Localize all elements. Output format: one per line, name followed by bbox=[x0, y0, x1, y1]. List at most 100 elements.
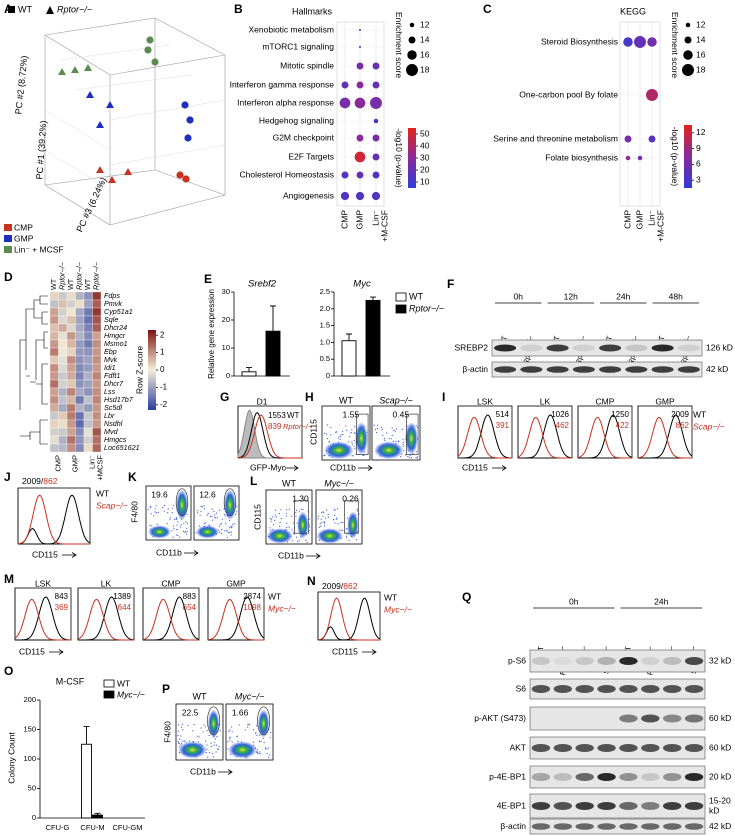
band bbox=[619, 714, 638, 723]
flow-event bbox=[279, 525, 281, 528]
band bbox=[663, 802, 682, 810]
heat-cell bbox=[58, 323, 68, 333]
heat-cell bbox=[58, 379, 68, 389]
count-label: 2009/862 bbox=[322, 581, 358, 591]
band bbox=[575, 823, 594, 830]
legend-label: WT bbox=[117, 678, 130, 688]
count-label: 644 bbox=[118, 603, 132, 612]
flow-event bbox=[259, 734, 261, 736]
plot-title: Srebf2 bbox=[248, 279, 277, 290]
column-label: GMP bbox=[634, 210, 644, 230]
flow-event bbox=[197, 512, 199, 514]
enrichment-dot bbox=[373, 118, 379, 124]
gene-label: Hsd17b7 bbox=[104, 395, 134, 404]
tick-label: 2 bbox=[160, 330, 165, 339]
band bbox=[531, 823, 551, 830]
flow-event bbox=[259, 740, 261, 743]
row-label: E2F Targets bbox=[288, 151, 334, 161]
enrichment-dot bbox=[339, 97, 351, 109]
grid-line bbox=[74, 74, 191, 91]
flow-event bbox=[345, 425, 347, 427]
legend-label: Myc−/− bbox=[384, 604, 412, 614]
heat-cell bbox=[66, 387, 76, 397]
flow-event bbox=[323, 512, 325, 514]
band bbox=[531, 685, 551, 693]
blot bbox=[529, 818, 706, 835]
band bbox=[684, 685, 704, 693]
histogram bbox=[317, 597, 380, 641]
flow-event bbox=[180, 524, 182, 526]
band bbox=[619, 657, 638, 665]
axis-arrow bbox=[49, 649, 64, 655]
heat-cell bbox=[92, 411, 102, 421]
heat-cell bbox=[75, 387, 85, 397]
flow-event bbox=[239, 724, 241, 726]
legend-label: WT bbox=[287, 411, 300, 420]
heat-cell bbox=[58, 339, 68, 349]
flow-event bbox=[346, 517, 348, 520]
enrichment-dot bbox=[634, 36, 646, 48]
flow-event bbox=[196, 510, 198, 512]
flow-event bbox=[256, 751, 259, 754]
tick-label: 20 bbox=[222, 315, 230, 324]
flow-event bbox=[262, 737, 264, 739]
enrichment-dot bbox=[646, 89, 658, 101]
flow-event bbox=[149, 524, 151, 527]
flow-event bbox=[340, 521, 342, 524]
gate bbox=[223, 488, 237, 517]
flow-event bbox=[330, 434, 332, 436]
flow-event bbox=[221, 529, 223, 531]
gate bbox=[175, 488, 189, 517]
axis-label: CD11b bbox=[278, 550, 304, 560]
heat-cell bbox=[49, 363, 59, 373]
tick-label: 0 bbox=[160, 365, 165, 374]
flow-event bbox=[278, 513, 280, 515]
band bbox=[531, 744, 551, 752]
pca-point bbox=[144, 46, 152, 54]
flow-event bbox=[178, 743, 180, 745]
band bbox=[599, 344, 622, 352]
enrichment-dot bbox=[359, 29, 361, 31]
heat-cell bbox=[92, 387, 102, 397]
legend-title: Enrichment score bbox=[670, 12, 680, 78]
flow-event bbox=[356, 510, 359, 512]
heat-cell bbox=[49, 331, 59, 341]
column-label: GMP bbox=[354, 210, 364, 230]
grid-line bbox=[44, 109, 111, 151]
flow-event bbox=[176, 517, 178, 519]
column-label: CMP bbox=[339, 210, 349, 229]
blot bbox=[529, 678, 706, 700]
band bbox=[641, 714, 660, 723]
tick-label: 200 bbox=[23, 695, 36, 704]
flow-event bbox=[345, 527, 348, 529]
flow-event bbox=[200, 511, 202, 513]
flow-event bbox=[308, 524, 310, 526]
legend-label: 12 bbox=[420, 19, 430, 29]
heat-cell bbox=[58, 435, 68, 445]
band bbox=[553, 773, 572, 781]
axis-label: CD115 bbox=[19, 646, 45, 656]
flow-event bbox=[163, 510, 165, 512]
flow-event bbox=[173, 518, 176, 520]
flow-event bbox=[268, 747, 270, 749]
flow-event bbox=[186, 530, 188, 532]
heat-cell bbox=[66, 419, 76, 429]
flow-event bbox=[214, 514, 216, 516]
histogram bbox=[208, 596, 265, 641]
heat-cell bbox=[75, 299, 85, 309]
axis-label: CD115 bbox=[332, 646, 358, 656]
plot-frame bbox=[619, 21, 661, 207]
plot-title: Myc bbox=[353, 279, 371, 290]
heat-cell bbox=[75, 419, 85, 429]
error-bar bbox=[270, 305, 276, 332]
flow-event bbox=[226, 529, 228, 531]
band bbox=[597, 744, 616, 752]
flow-event bbox=[339, 438, 341, 440]
band bbox=[520, 344, 543, 352]
flow-event bbox=[293, 522, 295, 524]
flow-event bbox=[308, 530, 310, 532]
band bbox=[553, 823, 572, 830]
band bbox=[625, 344, 648, 352]
blot-label: AKT bbox=[509, 742, 526, 752]
heat-cell bbox=[49, 427, 59, 437]
